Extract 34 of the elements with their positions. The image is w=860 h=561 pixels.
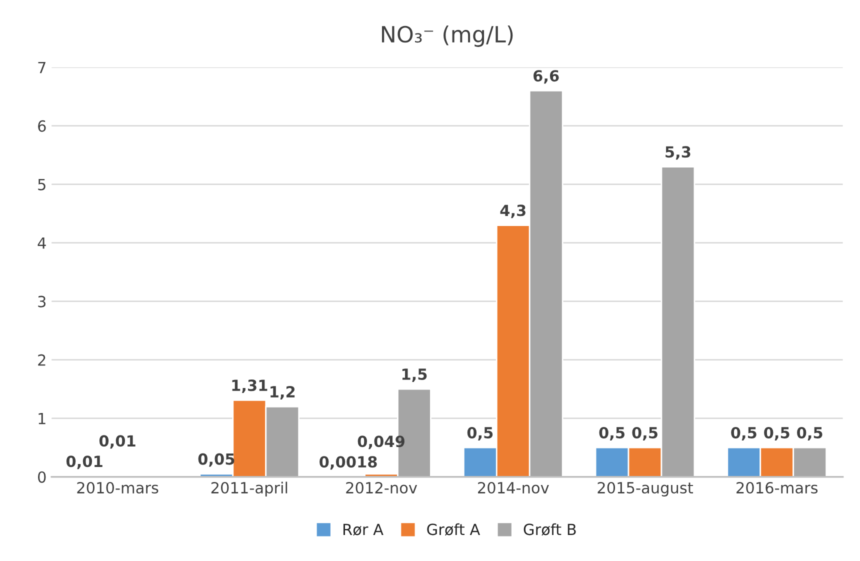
data-label: 1,5 <box>402 368 427 382</box>
x-tick-label: 2014-nov <box>478 482 549 494</box>
legend-label: Rør A <box>343 524 384 536</box>
data-label: 0,5 <box>599 426 624 440</box>
data-label: 1,2 <box>270 386 295 400</box>
data-label: 0,049 <box>358 436 404 450</box>
data-label: 0,01 <box>66 456 102 470</box>
data-label: 0,5 <box>764 426 790 440</box>
y-tick-label: 7 <box>38 62 46 74</box>
data-label: 5,3 <box>666 146 690 160</box>
data-label: 0,5 <box>467 426 493 440</box>
y-tick-label: 4 <box>38 238 46 249</box>
x-tick-label: 2016-mars <box>736 482 818 494</box>
y-tick-label: 1 <box>38 413 46 424</box>
y-tick-label: 5 <box>38 178 46 190</box>
y-tick-label: 3 <box>38 296 46 308</box>
x-tick-label: 2012-nov <box>346 482 418 494</box>
legend-label: Grøft A <box>427 523 480 536</box>
x-tick-label: 2015-august <box>598 482 694 496</box>
data-label: 0,01 <box>99 435 136 449</box>
y-tick-label: 2 <box>38 354 46 366</box>
chart-title: NO₃⁻ (mg/L) <box>382 25 513 47</box>
data-label: 0,5 <box>797 426 822 440</box>
data-label: 0,0018 <box>320 456 377 470</box>
x-tick-label: 2011-april <box>211 482 288 496</box>
data-label: 0,5 <box>731 426 756 440</box>
data-label: 4,3 <box>500 204 526 218</box>
legend-label: Grøft B <box>524 523 576 536</box>
y-tick-label: 0 <box>38 471 46 483</box>
data-label: 0,5 <box>632 426 658 440</box>
data-label: 6,6 <box>534 70 559 84</box>
y-tick-label: 6 <box>38 120 46 132</box>
x-tick-label: 2010-mars <box>77 482 158 494</box>
data-label: 1,31 <box>232 380 268 394</box>
